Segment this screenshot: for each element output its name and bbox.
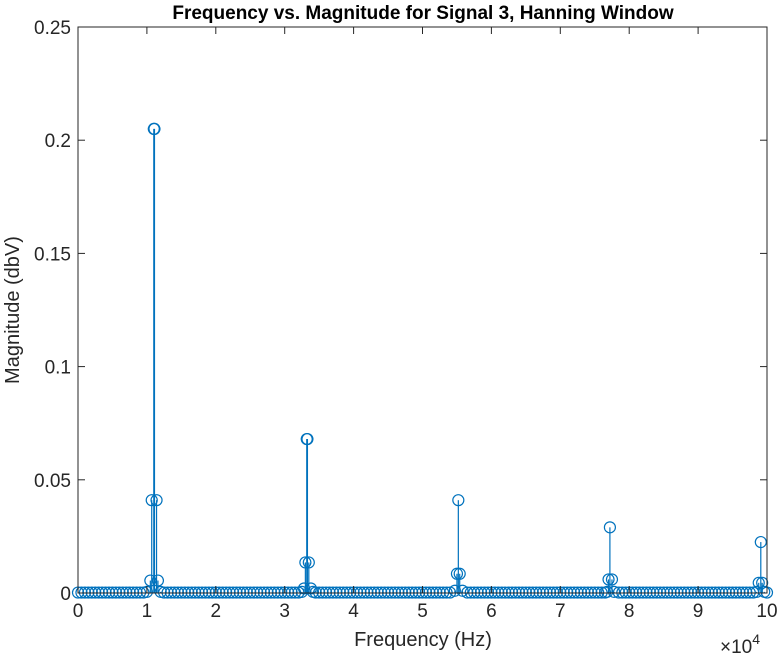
stem-marker <box>302 556 315 569</box>
stem-marker <box>306 585 320 598</box>
stem-marker <box>299 556 312 569</box>
x-tick-label: 10 <box>756 601 777 622</box>
y-axis: 0 0.05 0.1 0.15 0.2 0.25 <box>34 18 767 605</box>
stem-marker <box>453 567 466 580</box>
stem-marker <box>605 573 619 586</box>
x-axis-label: Frequency (Hz) <box>354 629 492 651</box>
stem-marker <box>603 521 617 534</box>
x-tick-label: 7 <box>555 601 566 622</box>
plot-background <box>78 27 767 593</box>
stem-marker <box>758 585 771 598</box>
stem-marker <box>448 584 461 597</box>
stem-marker <box>456 584 469 597</box>
stem-marker <box>752 576 765 589</box>
plot-area <box>71 26 774 599</box>
stem-marker <box>607 585 621 598</box>
svg-text:×104: ×104 <box>720 631 760 655</box>
stem-marker <box>150 494 163 507</box>
x-tick-label: 1 <box>142 601 153 622</box>
x-tick-label: 4 <box>348 601 359 622</box>
y-tick-label: 0.2 <box>45 131 71 152</box>
stem-marker <box>450 567 464 580</box>
y-axis-label: Magnitude (dbV) <box>2 236 24 384</box>
y-tick-label: 0.15 <box>34 244 71 265</box>
x-exponent-power: 4 <box>752 631 760 647</box>
stem-marker <box>602 573 615 586</box>
stem-marker <box>301 432 314 446</box>
x-tick-label: 6 <box>486 601 497 622</box>
stem-marker <box>756 576 769 589</box>
stem-marker <box>145 494 158 507</box>
x-exponent-label: ×104 <box>720 631 760 655</box>
stem-marker <box>297 582 311 595</box>
stem-marker <box>151 574 165 587</box>
stem-marker <box>754 535 767 549</box>
stem-marker <box>144 574 157 587</box>
y-tick-label: 0.05 <box>34 471 71 492</box>
stem-marker <box>304 582 317 595</box>
x-tick-label: 8 <box>624 601 635 622</box>
x-tick-label: 5 <box>417 601 428 622</box>
x-tick-label: 2 <box>211 601 222 622</box>
stem-marker <box>601 585 614 598</box>
chart-title: Frequency vs. Magnitude for Signal 3, Ha… <box>172 3 673 24</box>
stem-marker <box>154 585 167 598</box>
x-exponent-base: ×10 <box>720 637 752 655</box>
stem-marker <box>452 494 465 507</box>
stem-marker <box>148 122 161 135</box>
y-tick-label: 0.25 <box>34 18 71 39</box>
y-tick-label: 0 <box>60 584 71 605</box>
x-tick-label: 3 <box>279 601 290 622</box>
x-tick-label: 9 <box>693 601 704 622</box>
x-axis: 0 1 2 3 4 5 6 7 8 9 10 <box>73 27 778 622</box>
y-tick-label: 0.1 <box>45 358 71 379</box>
x-tick-label: 0 <box>73 601 84 622</box>
